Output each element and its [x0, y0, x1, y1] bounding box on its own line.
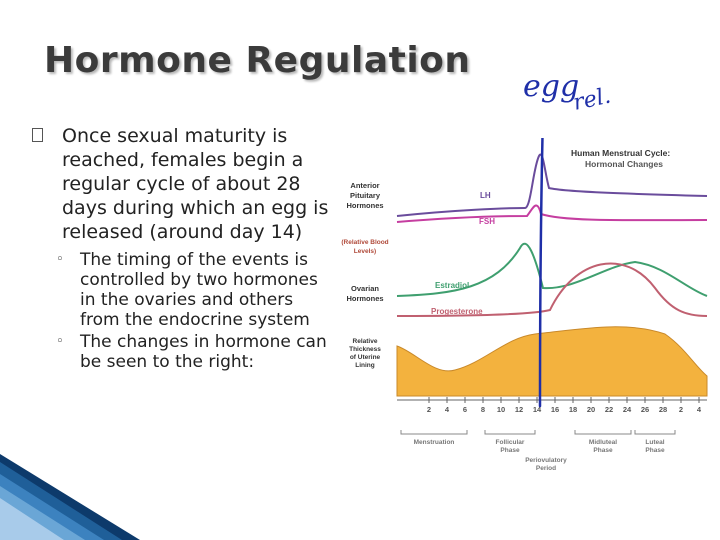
- fsh-curve: [396, 204, 708, 223]
- phase-periovulatory: Period: [536, 465, 556, 472]
- main-bullet-text: Once sexual maturity is reached, females…: [62, 125, 329, 243]
- phase-midluteal: Phase: [593, 447, 613, 454]
- lining-label: of Uterine: [350, 354, 381, 361]
- sub-bullet-circle-icon: ◦: [56, 252, 64, 267]
- day-tick-label: 18: [569, 405, 577, 414]
- phase-follicular: Phase: [500, 447, 520, 454]
- day-tick-label: 14: [533, 405, 542, 414]
- ovarian-label: Hormones: [346, 294, 383, 303]
- lh-label: LH: [480, 191, 491, 200]
- slide-title: Hormone Regulation: [44, 40, 471, 81]
- pituitary-label: Hormones: [346, 201, 383, 210]
- day-tick-label: 22: [605, 405, 613, 414]
- ovarian-label: Ovarian: [351, 284, 379, 293]
- slide-body: Once sexual maturity is reached, females…: [32, 124, 332, 372]
- sub-bullet: ◦ The changes in hormone can be seen to …: [32, 332, 332, 372]
- menstrual-cycle-figure: Human Menstrual Cycle: Hormonal Changes …: [335, 138, 715, 498]
- figure-subtitle: Hormonal Changes: [585, 159, 663, 169]
- blood-level-label: Levels): [354, 248, 376, 255]
- pituitary-label: Pituitary: [350, 191, 381, 200]
- phase-periovulatory: Periovulatory: [525, 457, 567, 464]
- estradiol-label: Estradiol: [435, 281, 469, 290]
- sub-bullet: ◦ The timing of the events is controlled…: [32, 250, 332, 330]
- day-tick-label: 16: [551, 405, 559, 414]
- day-tick-label: 24: [623, 405, 632, 414]
- lining-label: Relative: [353, 338, 378, 345]
- day-tick-label: 2: [679, 405, 683, 414]
- uterine-lining-area: [396, 326, 708, 397]
- fsh-label: FSH: [479, 217, 495, 226]
- main-bullet: Once sexual maturity is reached, females…: [32, 124, 332, 244]
- day-tick-label: 6: [463, 405, 467, 414]
- sub-bullet-text: The changes in hormone can be seen to th…: [80, 332, 327, 372]
- day-tick-label: 20: [587, 405, 595, 414]
- day-tick-label: 28: [659, 405, 667, 414]
- day-tick-label: 4: [697, 405, 702, 414]
- progesterone-curve: [396, 262, 708, 317]
- phase-luteal: Phase: [645, 447, 665, 454]
- day-tick-label: 2: [427, 405, 431, 414]
- pituitary-label: Anterior: [350, 181, 379, 190]
- day-tick-label: 26: [641, 405, 649, 414]
- figure-title: Human Menstrual Cycle:: [571, 148, 670, 158]
- ovulation-marker-line: [538, 138, 544, 408]
- sub-bullet-circle-icon: ◦: [56, 334, 64, 349]
- progesterone-label: Progesterone: [431, 307, 483, 316]
- phase-luteal: Luteal: [645, 439, 664, 446]
- phase-menstruation: Menstruation: [414, 439, 455, 446]
- phase-midluteal: Midluteal: [589, 439, 617, 446]
- blood-level-label: (Relative Blood: [341, 239, 388, 246]
- day-tick-label: 10: [497, 405, 505, 414]
- phase-follicular: Follicular: [496, 439, 525, 446]
- handwritten-word: egg: [523, 69, 579, 104]
- handwritten-annotation: egg rel.: [523, 69, 613, 116]
- day-tick-label: 4: [445, 405, 450, 414]
- lining-label: Lining: [355, 362, 375, 369]
- day-tick-label: 12: [515, 405, 523, 414]
- lining-label: Thickness: [349, 346, 381, 353]
- day-tick-label: 8: [481, 405, 485, 414]
- estradiol-curve: [396, 242, 708, 297]
- bullet-box-icon: [32, 128, 43, 142]
- lh-curve: [396, 153, 708, 217]
- sub-bullet-text: The timing of the events is controlled b…: [80, 250, 318, 330]
